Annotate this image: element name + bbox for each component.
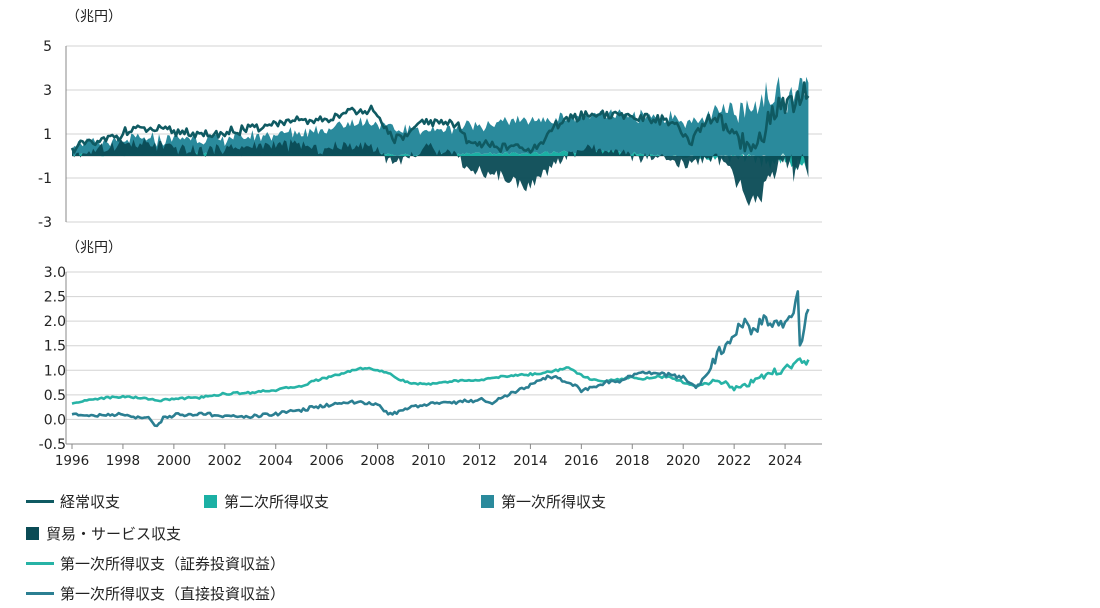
top-y-tick-label: 5 bbox=[43, 39, 52, 55]
legend-label: 第二次所得収支 bbox=[224, 492, 330, 511]
legend-item-current-account: 経常収支 bbox=[26, 488, 120, 514]
legend-item-primary-income: 第一次所得収支 bbox=[481, 488, 606, 514]
top-chart-panel: 5 3 1 -1 -3 （兆円） bbox=[38, 9, 822, 231]
legend-box-swatch bbox=[481, 494, 494, 508]
legend-item-secondary-income: 第二次所得収支 bbox=[204, 488, 329, 514]
legend-line-swatch bbox=[26, 591, 54, 595]
legend-box-swatch bbox=[204, 494, 217, 508]
bottom-y-tick-label: 2.0 bbox=[44, 314, 66, 330]
top-series-layer bbox=[70, 76, 810, 207]
top-y-tick-label: -3 bbox=[38, 215, 52, 231]
bottom-x-tick-label: 2010 bbox=[411, 453, 445, 469]
bottom-y-tick-label: 1.0 bbox=[44, 363, 66, 379]
bottom-gridlines bbox=[66, 271, 822, 445]
area-trade-services bbox=[72, 138, 809, 207]
legend-item-trade-services: 貿易・サービス収支 bbox=[26, 520, 181, 546]
bottom-y-tick-label: 0.0 bbox=[44, 412, 66, 428]
bottom-x-tick-label: 1996 bbox=[55, 453, 89, 469]
bottom-x-tick-label: 2024 bbox=[768, 453, 802, 469]
bottom-x-tick-label: 2000 bbox=[157, 453, 191, 469]
top-y-unit-label: （兆円） bbox=[66, 9, 122, 25]
bottom-x-tick-label: 2020 bbox=[666, 453, 700, 469]
bottom-y-tick-label: 0.5 bbox=[44, 388, 66, 404]
bottom-x-tick-label: 2012 bbox=[462, 453, 496, 469]
top-y-axis: 5 3 1 -1 -3 bbox=[38, 39, 67, 231]
legend-item-direct-income: 第一次所得収支（直接投資収益） bbox=[26, 580, 285, 606]
bottom-y-tick-label: 3.0 bbox=[44, 265, 66, 281]
line-current-account bbox=[70, 81, 810, 154]
legend-label: 貿易・サービス収支 bbox=[46, 524, 182, 543]
bottom-x-tick-label: 2002 bbox=[208, 453, 242, 469]
top-y-tick-label: -1 bbox=[38, 171, 52, 187]
legend-label: 第一次所得収支（証券投資収益） bbox=[60, 554, 286, 573]
line-portfolio-income bbox=[71, 357, 810, 405]
bottom-y-tick-label: 2.5 bbox=[44, 290, 66, 306]
bottom-x-tick-label: 2004 bbox=[259, 453, 293, 469]
bottom-x-tick-label: 2014 bbox=[513, 453, 547, 469]
bottom-y-unit-label: （兆円） bbox=[66, 240, 122, 256]
line-direct-income bbox=[71, 290, 810, 428]
bottom-y-tick-label: 1.5 bbox=[44, 339, 66, 355]
bottom-series-layer bbox=[71, 290, 810, 428]
legend-label: 第一次所得収支 bbox=[501, 492, 607, 511]
bottom-x-tick-label: 2008 bbox=[360, 453, 394, 469]
bottom-x-tick-label: 2006 bbox=[309, 453, 343, 469]
bottom-x-tick-label: 2018 bbox=[615, 453, 649, 469]
legend-item-portfolio-income: 第一次所得収支（証券投資収益） bbox=[26, 550, 285, 576]
legend-label: 経常収支 bbox=[60, 492, 121, 511]
legend-line-swatch bbox=[26, 561, 54, 565]
bottom-x-tick-label: 1998 bbox=[106, 453, 140, 469]
legend-box-swatch bbox=[26, 526, 39, 540]
legend-label: 第一次所得収支（直接投資収益） bbox=[60, 584, 286, 603]
bottom-x-tick-label: 2016 bbox=[564, 453, 598, 469]
bottom-x-tick-label: 2022 bbox=[717, 453, 751, 469]
top-y-tick-label: 3 bbox=[43, 83, 52, 99]
top-y-tick-label: 1 bbox=[43, 127, 52, 143]
legend-line-swatch bbox=[26, 499, 54, 503]
area-primary-income bbox=[72, 76, 809, 156]
bottom-y-tick-label: -0.5 bbox=[39, 437, 66, 453]
chart-legend: 経常収支 第二次所得収支 第一次所得収支 貿易・サービス収支 第一次所得収支（証… bbox=[26, 488, 786, 606]
